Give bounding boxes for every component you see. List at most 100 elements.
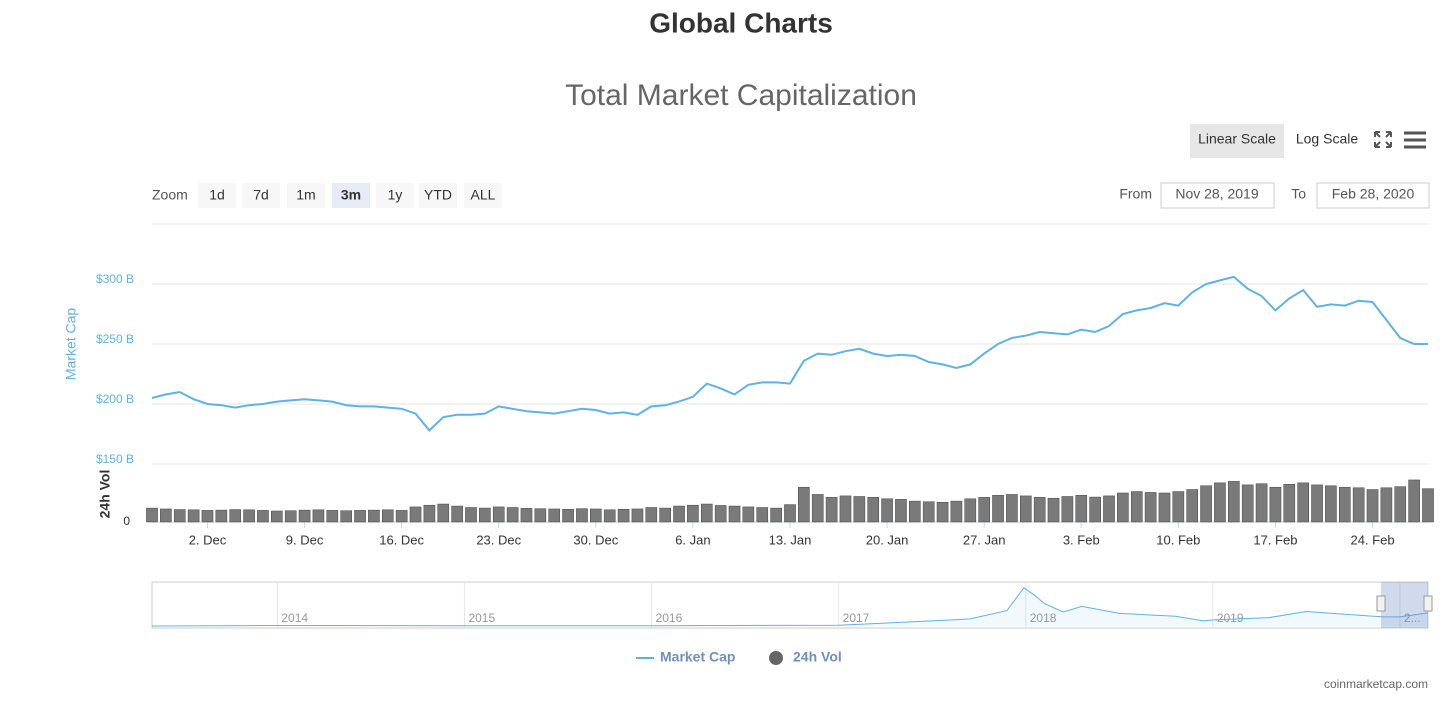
to-label: To: [1291, 186, 1306, 202]
volume-bar: [1130, 491, 1143, 523]
volume-bar: [576, 508, 588, 523]
x-tick-label: 16. Dec: [379, 532, 424, 547]
zoom-button-bg[interactable]: [332, 183, 370, 208]
scale-buttons: Linear Scale Log Scale: [1190, 124, 1358, 158]
volume-bar: [1200, 485, 1212, 523]
volume-bar: [1255, 483, 1268, 523]
zoom-button-bg[interactable]: [419, 183, 457, 208]
volume-bar: [298, 509, 311, 523]
zoom-button[interactable]: 3m: [341, 187, 361, 203]
y-axis-title: Market Cap: [63, 308, 79, 381]
volume-bar: [756, 507, 769, 523]
x-tick-label: 24. Feb: [1350, 532, 1394, 547]
plot-area: $150 B $200 B $250 B $300 B 0 2. Dec 9. Dec 16.…: [96, 272, 1434, 547]
volume-bar: [215, 509, 228, 523]
zoom-button[interactable]: YTD: [424, 187, 452, 203]
volume-bar: [853, 496, 866, 523]
volume-bar: [1144, 492, 1157, 523]
menu-icon[interactable]: [1404, 131, 1426, 149]
volume-bar: [201, 510, 214, 523]
zoom-button[interactable]: 1m: [296, 187, 315, 203]
x-tick-label: 17. Feb: [1253, 532, 1297, 547]
y-tick-label: $200 B: [96, 392, 134, 406]
zoom-button-bg[interactable]: [376, 183, 414, 208]
scale-button[interactable]: Linear Scale: [1198, 131, 1276, 147]
scale-button[interactable]: Log Scale: [1296, 131, 1358, 147]
to-value: Feb 28, 2020: [1332, 186, 1415, 202]
navigator-selection[interactable]: [1381, 582, 1428, 628]
navigator-tick-label: 2019: [1217, 611, 1244, 625]
volume-bar: [631, 508, 644, 523]
navigator: 2014 2015 2016 2017 2018 2019 2...: [151, 582, 1429, 628]
zoom-label: Zoom: [152, 187, 188, 203]
volume-bar: [1325, 485, 1337, 523]
x-tick-label: 13. Jan: [769, 532, 812, 547]
volume-bar: [1006, 494, 1018, 523]
x-tick-label: 9. Dec: [286, 532, 324, 547]
volume-bar: [1158, 492, 1171, 523]
zoom-button-bg[interactable]: [242, 183, 280, 208]
volume-bar: [312, 509, 325, 523]
x-tick-label: 10. Feb: [1156, 532, 1200, 547]
navigator-handle[interactable]: [1376, 595, 1386, 612]
navigator-line: [151, 587, 1429, 627]
legend-label[interactable]: Market Cap: [660, 649, 735, 665]
volume-bar: [520, 508, 533, 523]
volume-bar: [506, 507, 519, 523]
navigator-tick-label: 2018: [1030, 611, 1057, 625]
zoom-button-bg[interactable]: [198, 183, 236, 208]
to-input[interactable]: [1316, 182, 1430, 209]
volume-bar: [659, 507, 671, 523]
legend-label[interactable]: 24h Vol: [793, 649, 842, 665]
navigator-area: [152, 587, 1428, 626]
volume-bar: [811, 494, 824, 523]
zoom-button-bg[interactable]: [464, 183, 502, 208]
volume-bar: [229, 509, 242, 523]
zoom-button-bg[interactable]: [287, 183, 325, 208]
zoom-button[interactable]: ALL: [471, 187, 496, 203]
volume-bar: [673, 505, 685, 523]
volume-bar: [146, 507, 158, 523]
volume-bar: [326, 510, 339, 523]
volume-bar: [1228, 481, 1240, 523]
zoom-button[interactable]: 1d: [209, 187, 225, 203]
scale-button-bg[interactable]: [1190, 124, 1284, 158]
volume-bar: [1366, 489, 1379, 523]
volume-bar: [895, 499, 907, 523]
chart-title: Total Market Capitalization: [565, 79, 917, 112]
from-input[interactable]: [1160, 182, 1275, 209]
volume-bar: [590, 508, 602, 523]
credit: coinmarketcap.com: [1324, 677, 1428, 691]
y-tick-label: $150 B: [96, 452, 134, 466]
volume-bar: [909, 500, 921, 523]
zoom-buttons: 1d 7d 1m 3m 1y YTD ALL: [198, 183, 502, 208]
zoom-button[interactable]: 7d: [253, 187, 269, 203]
volume-bar: [1241, 484, 1254, 523]
volume-bar: [1186, 489, 1199, 523]
navigator-handle[interactable]: [1423, 595, 1433, 612]
volume-bar: [1394, 486, 1407, 523]
volume-bar: [784, 504, 796, 523]
from-value: Nov 28, 2019: [1175, 186, 1258, 202]
volume-bar: [1311, 484, 1323, 523]
volume-bar: [1019, 495, 1032, 523]
volume-bar: [700, 503, 713, 523]
x-tick-label: 27. Jan: [963, 532, 1006, 547]
volume-bar: [1338, 486, 1351, 523]
volume-bar: [936, 502, 949, 523]
market-cap-line: [151, 275, 1428, 432]
legend-symbol[interactable]: [769, 651, 783, 665]
fullscreen-icon[interactable]: [1374, 131, 1392, 148]
volume-bar: [728, 505, 741, 523]
volume-bar: [354, 510, 366, 523]
volume-bar: [714, 505, 727, 523]
volume-bar: [368, 509, 380, 523]
x-tick-label: 6. Jan: [675, 532, 710, 547]
volume-bar: [867, 497, 880, 523]
volume-bar: [257, 510, 269, 523]
volume-bar: [548, 508, 561, 523]
x-tick-label: 20. Jan: [866, 532, 909, 547]
zoom-button[interactable]: 1y: [388, 187, 403, 203]
volume-bar: [492, 506, 505, 523]
